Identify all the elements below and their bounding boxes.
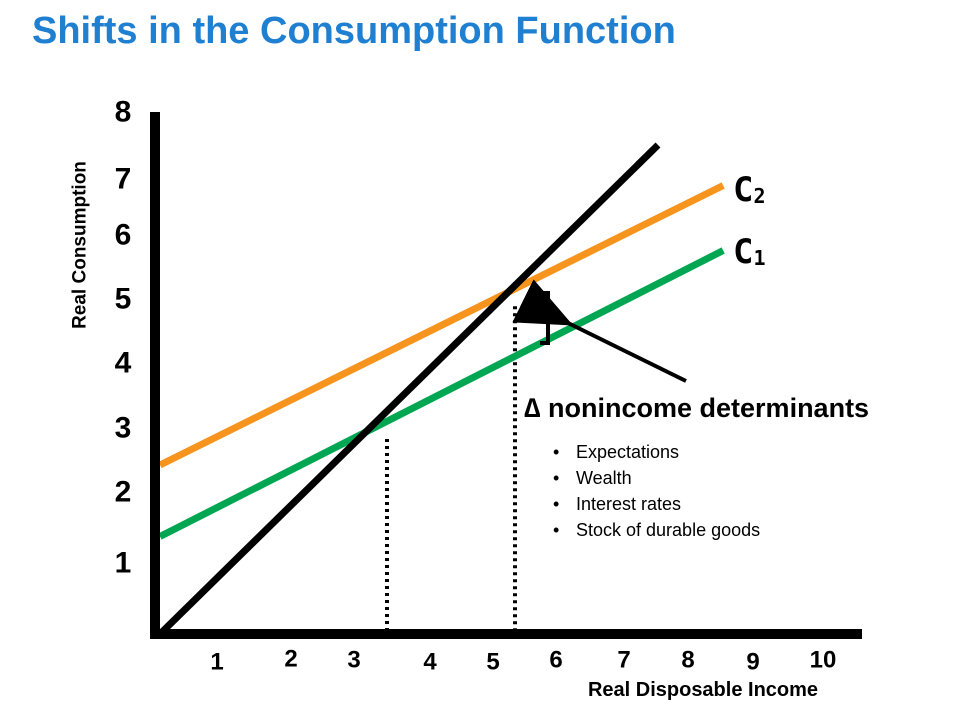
curve-label-c1: C1 [733,232,766,272]
y-tick-label-2: 2 [115,476,132,509]
y-axis-label: Real Consumption [70,161,91,329]
x-tick-label-8: 8 [681,647,694,674]
x-tick-label-9: 9 [746,649,759,676]
x-axis-label: Real Disposable Income [588,679,818,701]
series-line-45-degree-line [157,142,661,637]
x-tick-label-6: 6 [549,647,562,674]
x-tick-label-5: 5 [486,649,499,676]
annotation-title: ∆ nonincome determinants [524,393,869,423]
series-line-c2 [158,182,725,469]
y-tick-label-4: 4 [115,347,132,380]
x-tick-label-1: 1 [210,649,223,676]
chart-title: Shifts in the Consumption Function [32,10,676,52]
shift-bracket [540,291,550,345]
bullet-dot: • [553,468,559,488]
y-tick-label-7: 7 [115,163,132,196]
bullet-dot: • [553,494,559,514]
series-line-c1 [158,247,725,540]
bullet-dot: • [553,520,559,540]
curve-label-c2: C2 [733,170,766,210]
annotation-bullet-4: Stock of durable goods [576,520,760,540]
y-tick-label-3: 3 [115,412,132,445]
annotation-bullet-1: Expectations [576,442,679,462]
x-tick-label-3: 3 [347,647,360,674]
x-tick-label-2: 2 [284,646,297,673]
annotation-bullet-2: Wealth [576,468,632,488]
annotation-bullet-3: Interest rates [576,494,681,514]
y-tick-label-5: 5 [115,283,132,316]
y-tick-label-1: 1 [115,547,132,580]
y-tick-label-8: 8 [115,96,132,129]
x-tick-label-4: 4 [423,649,437,676]
annotation-arrow [512,279,687,383]
bullet-dot: • [553,442,559,462]
x-tick-label-7: 7 [617,647,630,674]
x-tick-label-10: 10 [810,647,837,674]
y-tick-label-6: 6 [115,219,132,252]
